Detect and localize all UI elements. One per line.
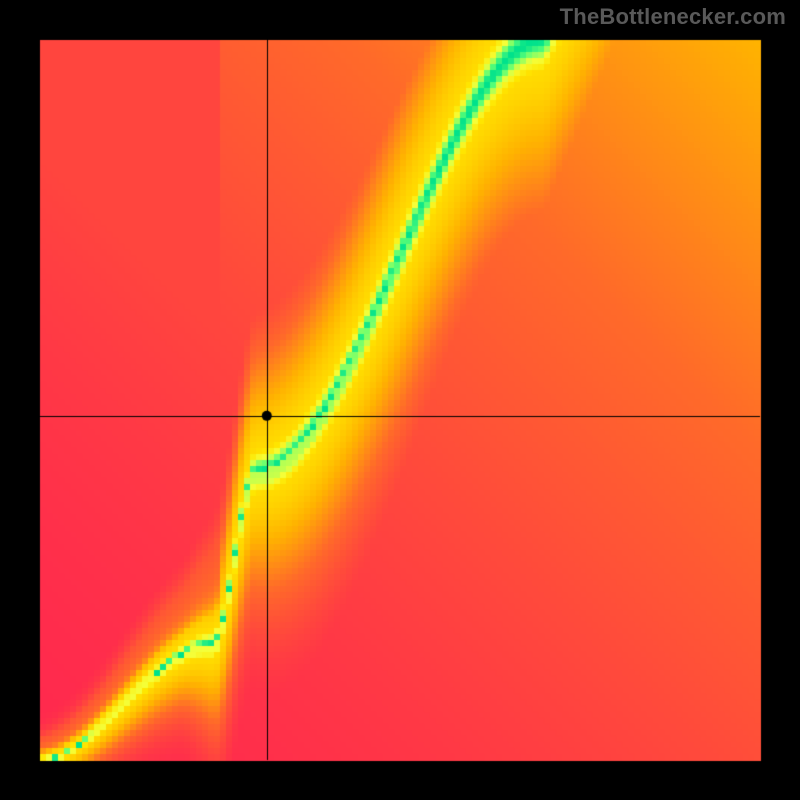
watermark: TheBottlenecker.com — [560, 4, 786, 30]
bottleneck-heatmap: TheBottlenecker.com — [0, 0, 800, 800]
heatmap-canvas — [0, 0, 800, 800]
